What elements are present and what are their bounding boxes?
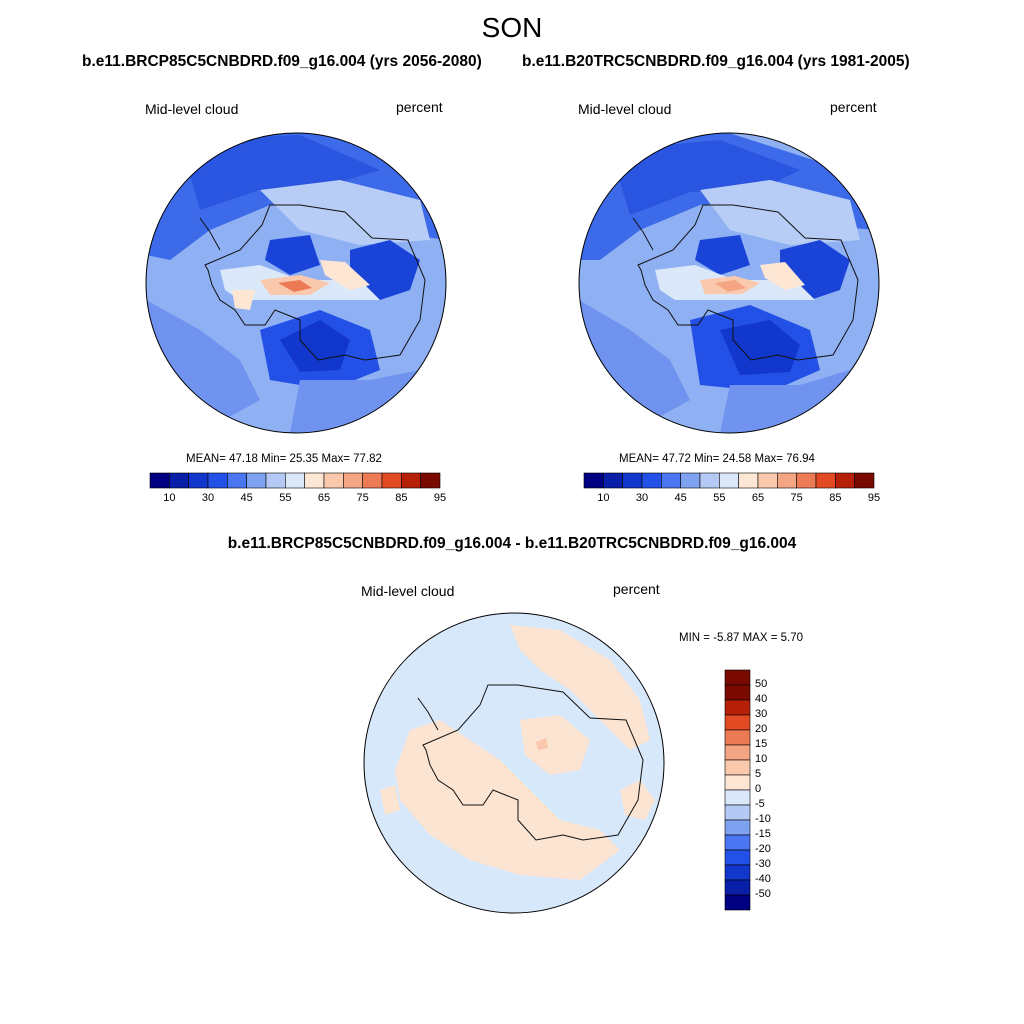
colorbar-right-swatch (796, 472, 817, 489)
map-difference (363, 612, 665, 914)
colorbar-right-swatch (815, 472, 836, 489)
units-label-right: percent (830, 99, 877, 115)
colorbar-difference-swatch (724, 759, 751, 776)
colorbar-difference-swatch (724, 774, 751, 791)
colorbar-left-swatch (169, 472, 189, 489)
colorbar-right-swatch (835, 472, 855, 489)
colorbar-difference-swatch (724, 789, 751, 806)
variable-label-diff: Mid-level cloud (361, 583, 455, 599)
colorbar-left-swatch (188, 472, 209, 489)
colorbar-difference-tick-label: -50 (755, 888, 771, 900)
colorbar-difference (724, 669, 751, 911)
colorbar-left-tick-label: 85 (395, 492, 408, 504)
stats-left: MEAN= 47.18 Min= 25.35 Max= 77.82 (186, 453, 382, 465)
colorbar-left-swatch (227, 472, 247, 489)
colorbar-left-tick-label: 30 (201, 492, 215, 504)
colorbar-difference-tick-label: -30 (755, 858, 771, 870)
colorbar-right-tick-label: 95 (867, 492, 881, 504)
colorbar-right-swatch (738, 472, 759, 489)
colorbar-left-tick-label: 55 (279, 492, 292, 504)
colorbar-right-swatch (719, 472, 739, 489)
stats-diff: MIN = -5.87 MAX = 5.70 (679, 632, 804, 644)
colorbar-difference-tick-label: -15 (755, 828, 771, 840)
colorbar-left-swatch (285, 472, 305, 489)
colorbar-right-swatch (661, 472, 681, 489)
colorbar-difference-swatch (724, 834, 751, 851)
colorbar-difference-swatch (724, 714, 751, 731)
colorbar-left-tick-label: 10 (163, 492, 176, 504)
units-label-left: percent (396, 99, 443, 115)
colorbar-difference-swatch (724, 804, 751, 821)
colorbar-right-swatch (757, 472, 778, 489)
colorbar-difference-swatch (724, 849, 751, 866)
colorbar-right-tick-label: 45 (674, 492, 687, 504)
figure-title: SON (481, 12, 543, 43)
colorbar-right-tick-label: 75 (790, 492, 803, 504)
map-right (578, 132, 880, 434)
case-title-left: b.e11.BRCP85C5CNBDRD.f09_g16.004 (yrs 20… (82, 53, 482, 70)
colorbar-left-tick-label: 75 (356, 492, 369, 504)
colorbar-left-swatch (323, 472, 344, 489)
colorbar-difference-tick-label: 30 (755, 708, 768, 720)
colorbar-difference-swatch (724, 879, 751, 896)
variable-label-left: Mid-level cloud (145, 101, 239, 117)
colorbar-right-tick-label: 30 (635, 492, 649, 504)
colorbar-difference-swatch (724, 684, 751, 701)
colorbar-difference-swatch (724, 669, 751, 686)
colorbar-left-swatch (381, 472, 402, 489)
colorbar-right-swatch (583, 472, 604, 489)
colorbar-left (149, 472, 441, 489)
colorbar-difference-tick-label: -40 (755, 873, 771, 885)
colorbar-difference-tick-label: 0 (755, 783, 762, 795)
colorbar-left-tick-label: 45 (240, 492, 253, 504)
colorbar-difference-tick-label: -20 (755, 843, 771, 855)
colorbar-right-swatch (680, 472, 701, 489)
colorbar-right-swatch (603, 472, 623, 489)
colorbar-difference-tick-label: 15 (755, 738, 768, 750)
colorbar-difference-swatch (724, 864, 751, 881)
colorbar-right-tick-label: 85 (829, 492, 842, 504)
colorbar-difference-swatch (724, 699, 751, 716)
colorbar-right-tick-label: 65 (751, 492, 765, 504)
colorbar-difference-tick-label: -5 (755, 798, 765, 810)
difference-title: b.e11.BRCP85C5CNBDRD.f09_g16.004 - b.e11… (227, 535, 797, 552)
colorbar-left-tick-label: 65 (317, 492, 331, 504)
colorbar-difference-swatch (724, 744, 751, 761)
case-title-right: b.e11.B20TRC5CNBDRD.f09_g16.004 (yrs 198… (522, 53, 910, 70)
map-left (145, 132, 447, 434)
colorbar-left-swatch (420, 472, 441, 489)
colorbar-left-tick-label: 95 (433, 492, 447, 504)
colorbar-difference-tick-label: 10 (755, 753, 768, 765)
colorbar-difference-tick-label: 50 (755, 678, 768, 690)
colorbar-difference-tick-label: 5 (755, 768, 762, 780)
stats-right: MEAN= 47.72 Min= 24.58 Max= 76.94 (619, 453, 815, 465)
colorbar-difference-tick-label: 40 (755, 693, 768, 705)
colorbar-left-swatch (401, 472, 421, 489)
colorbar-difference-tick-label: -10 (755, 813, 771, 825)
colorbar-right-tick-label: 10 (597, 492, 610, 504)
colorbar-left-swatch (304, 472, 325, 489)
colorbar-difference-tick-label: 20 (755, 723, 768, 735)
units-label-diff: percent (613, 581, 660, 597)
colorbar-right-swatch (641, 472, 662, 489)
colorbar-right (583, 472, 875, 489)
colorbar-left-swatch (265, 472, 286, 489)
colorbar-right-tick-label: 55 (713, 492, 726, 504)
colorbar-right-swatch (699, 472, 720, 489)
colorbar-right-swatch (777, 472, 797, 489)
colorbar-left-swatch (343, 472, 363, 489)
colorbar-right-swatch (622, 472, 643, 489)
variable-label-right: Mid-level cloud (578, 101, 672, 117)
colorbar-difference-swatch (724, 819, 751, 836)
colorbar-right-swatch (854, 472, 875, 489)
colorbar-left-swatch (149, 472, 170, 489)
colorbar-left-swatch (207, 472, 228, 489)
colorbar-left-swatch (246, 472, 267, 489)
colorbar-difference-swatch (724, 894, 751, 911)
colorbar-difference-swatch (724, 729, 751, 746)
colorbar-left-swatch (362, 472, 383, 489)
